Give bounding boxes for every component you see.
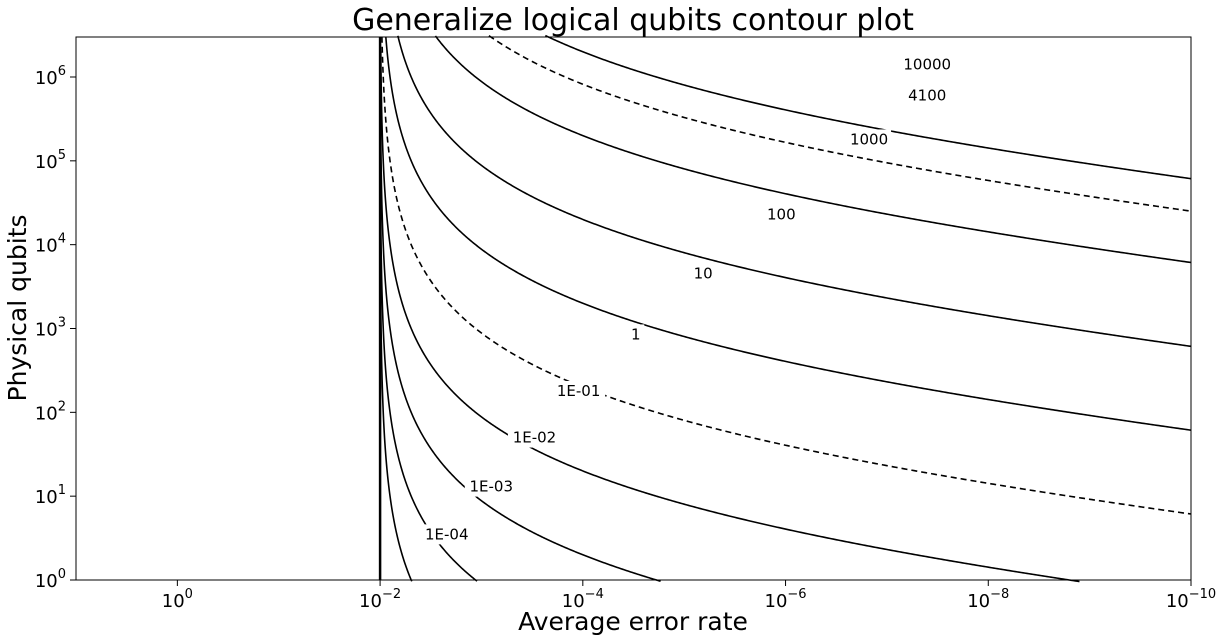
contour-line (379, 60, 478, 582)
y-tick-label: 101 (35, 483, 66, 508)
contour-label: 1E-03 (470, 478, 514, 496)
contour-label: 10000 (903, 56, 951, 74)
contour-label-bg (464, 476, 518, 497)
contour-label: 1 (631, 325, 641, 343)
x-tick-label: 10−2 (359, 587, 401, 612)
contour-label: 1E-01 (557, 382, 601, 400)
x-tick-label: 10−4 (562, 587, 604, 612)
contour-line (379, 111, 413, 582)
x-tick-label: 10−10 (1166, 587, 1216, 612)
contour-line (397, 35, 1192, 348)
y-axis-label: Physical qubits (3, 215, 32, 402)
contour-label-bg (420, 524, 474, 545)
contour-label-bg (763, 204, 799, 225)
chart-title: Generalize logical qubits contour plot (352, 3, 914, 38)
contour-label-bg (847, 129, 892, 150)
y-tick-label: 102 (35, 399, 66, 424)
y-tick-label: 105 (35, 148, 66, 173)
x-tick-label: 10−6 (765, 587, 807, 612)
contour-label-bg (900, 54, 954, 75)
contour-label: 1E-02 (513, 429, 557, 447)
plot-frame (75, 36, 1192, 581)
contour-label: 1E-04 (425, 525, 469, 543)
x-axis-ticks: 100 10−2 10−4 10−6 10−8 10−10 (162, 580, 1216, 612)
y-tick-label: 100 (35, 567, 66, 592)
contour-label: 10 (694, 265, 713, 283)
contour-line (545, 34, 1192, 180)
y-tick-label: 106 (35, 64, 66, 89)
contour-label-bg (905, 85, 950, 106)
x-axis-label: Average error rate (518, 607, 748, 636)
y-axis-ticks: 100 101 102 103 104 105 106 (35, 64, 76, 592)
contour-line (434, 35, 1192, 264)
contour-label-bg (690, 263, 717, 284)
x-tick-label: 100 (162, 587, 193, 612)
contour-labels: 1E-04 1E-03 1E-02 1E-01 1 10 100 1000 4100 10000 (420, 54, 954, 545)
contour-line (380, 51, 1080, 583)
contour-line (488, 35, 1192, 212)
y-tick-label: 103 (35, 315, 66, 340)
contour-label: 4100 (908, 87, 946, 105)
contour-line (385, 36, 1192, 431)
contour-label-bg (507, 427, 561, 448)
contour-lines (378, 34, 1192, 583)
contour-label: 1000 (850, 130, 888, 148)
contour-line (381, 36, 1192, 515)
x-tick-label: 10−8 (967, 587, 1009, 612)
contour-label-bg (627, 324, 645, 345)
contour-label-bg (552, 380, 606, 401)
y-tick-label: 104 (35, 232, 66, 257)
contour-label: 100 (767, 205, 796, 223)
